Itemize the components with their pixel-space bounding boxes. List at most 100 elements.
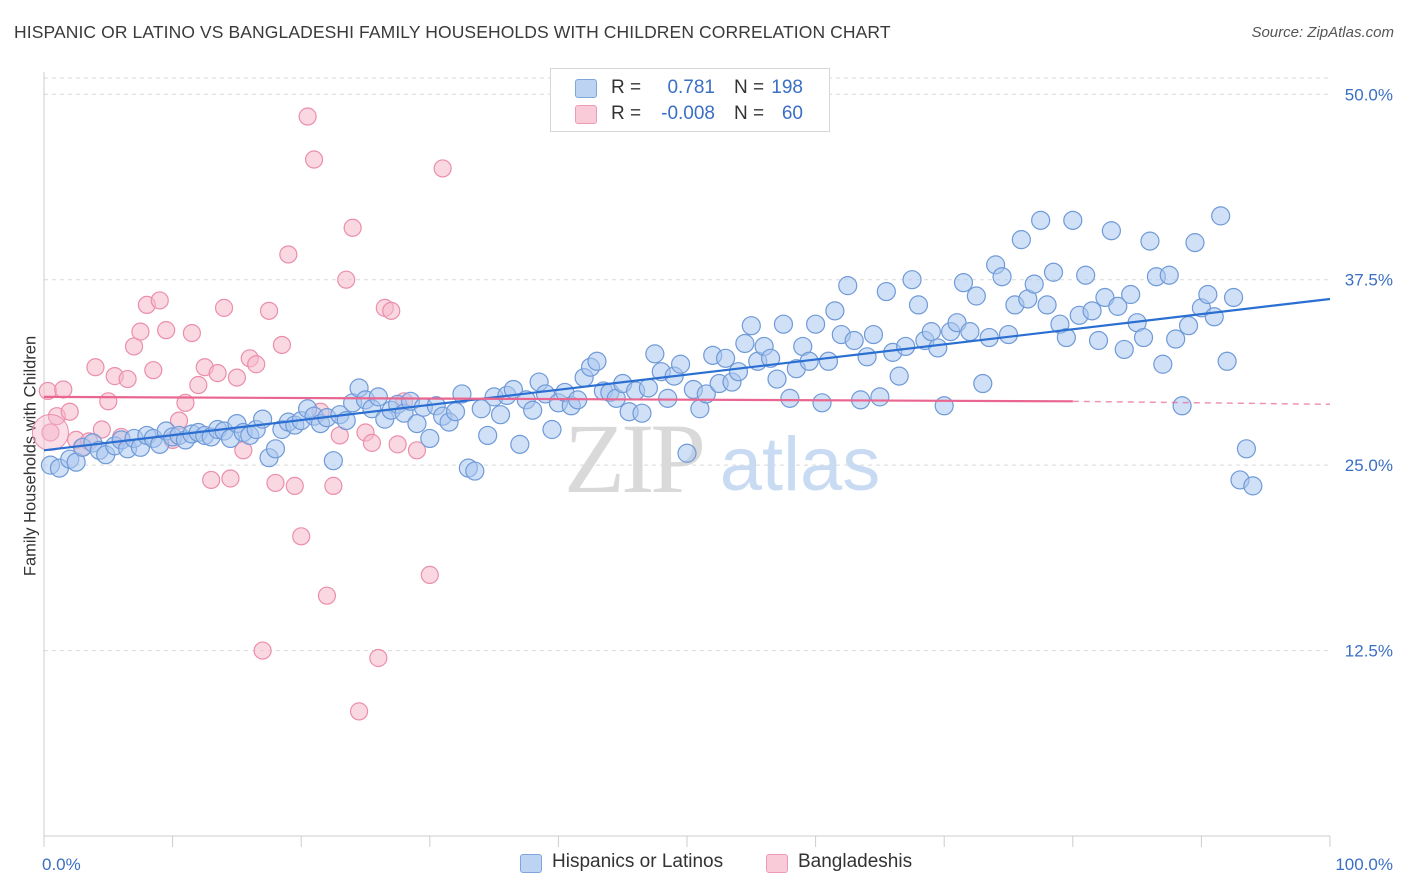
bangladeshi-point — [221, 469, 240, 488]
hispanic-point — [1198, 284, 1218, 305]
legend-swatch-blue — [520, 854, 542, 873]
bangladeshi-point — [144, 361, 163, 380]
hispanic-point — [658, 388, 678, 408]
y-tick-label: 37.5% — [1345, 271, 1393, 290]
hispanic-point — [863, 324, 884, 345]
hispanic-point — [992, 267, 1012, 287]
hispanic-point — [1037, 295, 1057, 315]
x-tick-label: 0.0% — [42, 855, 81, 874]
hispanic-point — [1223, 287, 1244, 308]
bangladeshi-point — [407, 441, 427, 460]
bangladeshi-point — [382, 301, 401, 320]
hispanic-point — [465, 461, 485, 481]
hispanic-point — [1243, 476, 1263, 496]
bangladeshi-point — [298, 107, 317, 126]
hispanic-point — [1140, 231, 1160, 251]
legend-n-label: N = — [734, 77, 765, 98]
hispanic-point — [1114, 339, 1134, 360]
hispanic-point — [1121, 284, 1141, 305]
bangladeshi-point — [349, 702, 369, 721]
hispanic-point — [1166, 329, 1186, 349]
bangladeshi-point — [131, 322, 150, 341]
bangladeshi-point — [253, 641, 272, 660]
bangladeshi-point — [317, 586, 337, 605]
bangladeshi-point — [157, 321, 176, 340]
hispanic-point — [632, 403, 652, 423]
hispanic-point — [741, 316, 761, 336]
hispanic-point — [715, 348, 736, 368]
hispanic-point — [773, 314, 794, 334]
hispanic-point — [478, 425, 498, 446]
chart-title: HISPANIC OR LATINO VS BANGLADESHI FAMILY… — [14, 22, 891, 42]
bangladeshi-point — [150, 291, 169, 310]
watermark: ZIP atlas — [564, 403, 880, 514]
hispanic-point — [1011, 230, 1031, 250]
hispanic-point — [857, 347, 877, 367]
hispanic-point — [767, 369, 787, 389]
bangladeshi-point — [279, 245, 298, 264]
hispanic-point — [818, 351, 839, 371]
hispanic-point — [760, 348, 781, 368]
hispanic-point — [523, 400, 543, 420]
bangladeshi-point — [182, 323, 201, 343]
legend-r-label: R = — [611, 77, 642, 98]
hispanic-point — [812, 393, 832, 413]
legend-row-bangladeshis: R = -0.008 N = 60 — [551, 101, 829, 127]
source-label: Source: ZipAtlas.com — [1251, 24, 1394, 41]
bangladeshi-point — [60, 402, 79, 421]
bangladeshi-point — [343, 218, 362, 237]
hispanic-point — [587, 351, 607, 371]
hispanic-point — [407, 413, 427, 434]
bangladeshi-point — [433, 159, 452, 178]
hispanic-point — [953, 273, 974, 293]
hispanic-point — [677, 443, 697, 463]
bangladeshi-point — [285, 476, 304, 495]
hispanic-point — [928, 338, 948, 358]
hispanic-point — [825, 301, 845, 321]
hispanic-point — [1076, 265, 1096, 285]
hispanic-point — [645, 344, 665, 364]
x-tick-label: 100.0% — [1335, 855, 1393, 874]
hispanic-point — [1204, 307, 1224, 327]
hispanic-point — [896, 336, 916, 357]
hispanic-point — [323, 451, 343, 471]
legend-n-value: 60 — [781, 103, 803, 124]
bangladeshi-point — [202, 470, 221, 490]
watermark-atlas: atlas — [720, 422, 881, 507]
hispanic-point — [1133, 327, 1154, 348]
bangladeshi-point — [92, 420, 111, 439]
hispanic-point — [1211, 206, 1231, 226]
hispanic-point — [638, 378, 659, 398]
hispanic-point — [960, 322, 980, 342]
hispanic-point — [966, 286, 986, 306]
axes — [43, 72, 1331, 847]
hispanic-point — [908, 295, 929, 315]
bangladeshi-point — [259, 301, 279, 320]
bangladeshi-point — [41, 423, 60, 442]
bangladeshi-point — [247, 355, 266, 374]
bangladeshi-point — [324, 476, 343, 495]
trend-lines — [43, 297, 1331, 452]
bangladeshi-point — [214, 298, 234, 317]
hispanic-point — [445, 402, 466, 422]
hispanic-point — [902, 270, 922, 290]
legend-n-value: 198 — [771, 77, 803, 98]
bangladeshi-point — [337, 270, 356, 289]
legend-r-value: 0.781 — [667, 77, 715, 98]
legend-swatch-blue — [575, 79, 597, 98]
tick-labels: 12.5% 25.0% 37.5% 50.0% 0.0% 100.0% — [42, 85, 1393, 874]
bangladeshi-point — [388, 435, 407, 454]
hispanic-point — [1063, 210, 1083, 230]
bangladeshi-point — [362, 433, 382, 452]
hispanic-point — [368, 387, 388, 407]
bangladeshi-point — [369, 648, 388, 668]
hispanic-point — [265, 439, 286, 459]
hispanic-point — [1043, 262, 1064, 282]
bangladeshi-point — [189, 375, 208, 395]
hispanic-point — [780, 388, 800, 408]
hispanic-point — [1056, 327, 1076, 348]
bangladeshi-point — [118, 369, 137, 389]
bangladeshi-point — [266, 473, 285, 493]
hispanic-point — [1031, 210, 1051, 230]
